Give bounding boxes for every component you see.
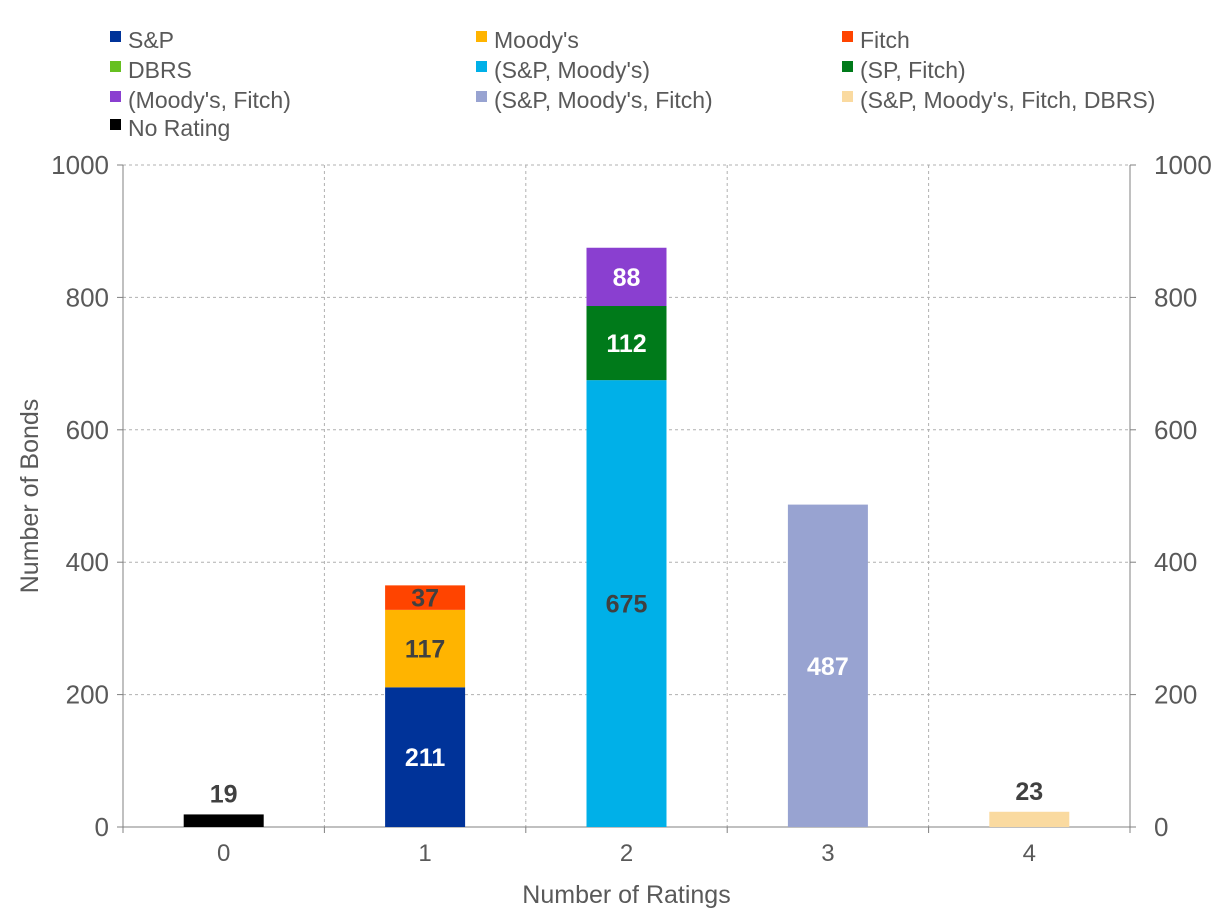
- legend-swatch: [476, 61, 487, 72]
- bar-segment: [586, 306, 667, 381]
- y2-tick-label: 800: [1154, 282, 1197, 312]
- legend-label: DBRS: [128, 57, 192, 83]
- legend-swatch: [110, 31, 121, 42]
- bar-segment: [385, 687, 466, 827]
- legend-label: (Moody's, Fitch): [128, 87, 291, 113]
- y2-tick-label: 0: [1154, 812, 1168, 842]
- data-label: 23: [1015, 778, 1043, 806]
- data-label: 675: [606, 591, 648, 619]
- x-tick-label: 3: [821, 840, 834, 867]
- bar-segment: [787, 504, 868, 827]
- y-tick-label: 0: [95, 812, 109, 842]
- y2-tick-label: 400: [1154, 547, 1197, 577]
- y-tick-label: 800: [66, 282, 109, 312]
- legend-label: Fitch: [860, 27, 910, 53]
- bar-segment: [385, 585, 466, 610]
- data-label: 37: [411, 585, 439, 613]
- data-label: 487: [807, 653, 849, 681]
- legend-swatch: [110, 91, 121, 102]
- legend-label: (S&P, Moody's, Fitch, DBRS): [860, 87, 1155, 113]
- y2-tick-label: 1000: [1154, 150, 1212, 180]
- legend-swatch: [842, 61, 853, 72]
- y-tick-label: 200: [66, 680, 109, 710]
- bar-segment: [183, 814, 264, 827]
- data-label: 211: [405, 744, 445, 772]
- y-tick-label: 1000: [51, 150, 109, 180]
- data-label: 19: [210, 780, 238, 808]
- x-tick-label: 0: [217, 840, 230, 867]
- legend-label: (S&P, Moody's, Fitch): [494, 87, 713, 113]
- x-tick-label: 4: [1023, 840, 1036, 867]
- legend-swatch: [110, 61, 121, 72]
- legend-swatch: [842, 31, 853, 42]
- legend-label: (S&P, Moody's): [494, 57, 650, 83]
- bar-segment: [989, 811, 1070, 827]
- y2-tick-label: 600: [1154, 415, 1197, 445]
- x-axis-title: Number of Ratings: [522, 881, 730, 909]
- bar-segment: [385, 609, 466, 688]
- y-axis-title: Number of Bonds: [16, 399, 44, 594]
- legend-label: No Rating: [128, 115, 230, 141]
- x-tick-label: 1: [418, 840, 431, 867]
- legend-label: Moody's: [494, 27, 579, 53]
- legend-swatch: [476, 31, 487, 42]
- y2-tick-label: 200: [1154, 680, 1197, 710]
- legend-swatch: [842, 91, 853, 102]
- x-tick-label: 2: [620, 840, 633, 867]
- y-tick-label: 400: [66, 547, 109, 577]
- bar-segment: [586, 380, 667, 827]
- data-label: 117: [405, 636, 445, 664]
- data-label: 112: [606, 330, 646, 358]
- legend-swatch: [476, 91, 487, 102]
- bar-segment: [586, 247, 667, 307]
- y-tick-label: 600: [66, 415, 109, 445]
- legend-swatch: [110, 119, 121, 130]
- legend-label: (SP, Fitch): [860, 57, 966, 83]
- data-label: 88: [613, 264, 641, 292]
- legend-label: S&P: [128, 27, 174, 53]
